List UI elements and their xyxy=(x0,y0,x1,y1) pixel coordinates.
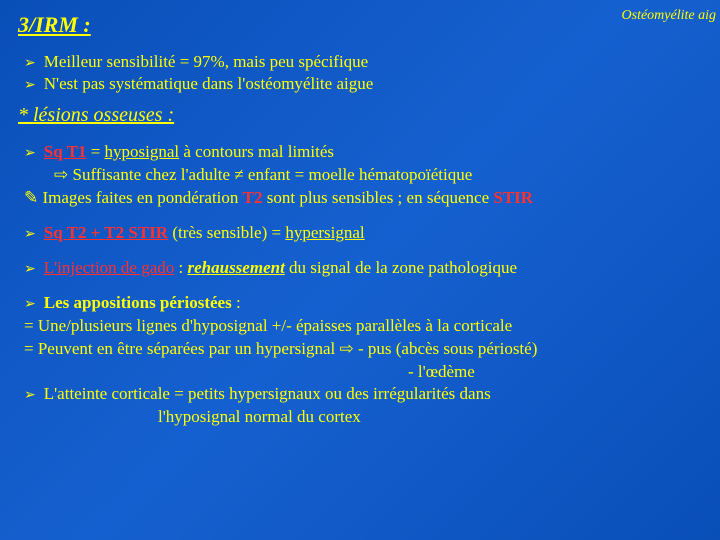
section-1: ➢ Sq T1 = hyposignal à contours mal limit… xyxy=(18,141,702,210)
section-3: ➢ L'injection de gado : rehaussement du s… xyxy=(18,257,702,280)
subtitle: * lésions osseuses : xyxy=(18,104,702,127)
sec1-l3c: sont plus sensibles ; en séquence xyxy=(263,188,494,207)
sec3-d: du signal de la zone pathologique xyxy=(285,258,517,277)
sec2-b: (très sensible) = xyxy=(168,223,285,242)
bullet-arrow-icon: ➢ xyxy=(24,262,36,277)
sec4-line2: = Une/plusieurs lignes d'hyposignal +/- … xyxy=(24,315,702,338)
sec4-line1: ➢ Les appositions périostées : xyxy=(24,292,702,315)
header-corner-label: Ostéomyélite aig xyxy=(622,8,716,24)
sec1-line1: ➢ Sq T1 = hyposignal à contours mal limit… xyxy=(24,141,702,164)
sec4-l1b: : xyxy=(232,293,241,312)
bullet-arrow-icon: ➢ xyxy=(24,146,36,161)
sec1-t2: T2 xyxy=(243,188,263,207)
sec1-eq: = xyxy=(86,142,104,161)
sec1-sqt1: Sq T1 xyxy=(44,142,87,161)
sec2-c: hypersignal xyxy=(285,223,364,242)
sec3-line: ➢ L'injection de gado : rehaussement du s… xyxy=(24,257,702,280)
sec4-line6: l'hyposignal normal du cortex xyxy=(158,406,702,429)
intro-bullet-1: ➢ Meilleur sensibilité = 97%, mais peu sp… xyxy=(24,52,702,72)
bullet-arrow-icon: ➢ xyxy=(24,227,36,242)
bullet-arrow-icon: ➢ xyxy=(24,56,36,71)
sec1-line3: ✎ Images faites en pondération T2 sont p… xyxy=(24,187,702,210)
intro-text-2: N'est pas systématique dans l'ostéomyéli… xyxy=(44,74,374,93)
sec4-l1: Les appositions périostées xyxy=(44,293,232,312)
bullet-arrow-icon: ➢ xyxy=(24,78,36,93)
section-4: ➢ Les appositions périostées : = Une/plus… xyxy=(18,292,702,430)
sec2-a: Sq T2 + T2 STIR xyxy=(44,223,168,242)
intro-bullet-2: ➢ N'est pas systématique dans l'ostéomyél… xyxy=(24,74,702,94)
section-2: ➢ Sq T2 + T2 STIR (très sensible) = hyper… xyxy=(18,222,702,245)
sec4-line5: ➢ L'atteinte corticale = petits hypersign… xyxy=(24,383,702,406)
sec3-a: L'injection de gado xyxy=(44,258,175,277)
bullet-arrow-icon: ➢ xyxy=(24,388,36,403)
sec1-rest: à contours mal limités xyxy=(179,142,334,161)
sec3-c: rehaussement xyxy=(188,258,285,277)
sec1-stir: STIR xyxy=(493,188,533,207)
main-title: 3/IRM : xyxy=(18,12,702,38)
sec2-line: ➢ Sq T2 + T2 STIR (très sensible) = hyper… xyxy=(24,222,702,245)
bullet-arrow-icon: ➢ xyxy=(24,297,36,312)
sec3-b: : xyxy=(174,258,187,277)
sec1-l3a: ✎ Images faites en pondération xyxy=(24,188,243,207)
intro-text-1: Meilleur sensibilité = 97%, mais peu spé… xyxy=(44,52,369,71)
sec4-l5: L'atteinte corticale = petits hypersigna… xyxy=(44,384,491,403)
slide-content: 3/IRM : ➢ Meilleur sensibilité = 97%, mai… xyxy=(0,0,720,453)
sec4-line4: - l'œdème xyxy=(408,361,702,384)
sec1-hypo: hyposignal xyxy=(105,142,180,161)
sec4-line3: = Peuvent en être séparées par un hypers… xyxy=(24,338,702,361)
sec1-line2: ⇨ Suffisante chez l'adulte ≠ enfant = mo… xyxy=(54,164,702,187)
